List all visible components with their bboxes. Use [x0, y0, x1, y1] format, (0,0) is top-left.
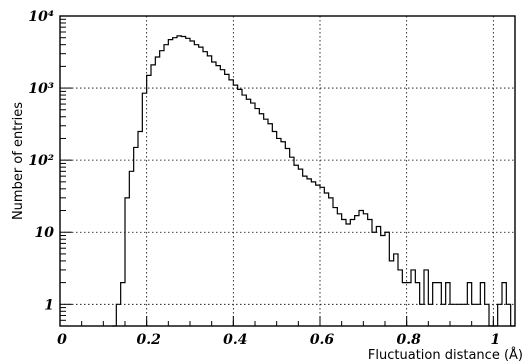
x-tick-label: 0.2: [136, 332, 161, 348]
x-tick-label: 1: [490, 332, 500, 348]
x-axis-title: Fluctuation distance (Å): [368, 347, 523, 362]
x-tick-label: 0.6: [310, 332, 335, 348]
histogram-series: [112, 35, 515, 327]
tick-labels: 0 0.2 0.4 0.6 0.8 1 1 10 10² 10³ 10⁴: [28, 9, 500, 348]
y-tick-label: 10: [35, 225, 55, 241]
y-tick-label: 10²: [28, 153, 54, 169]
y-axis-title: Number of entries: [11, 102, 26, 220]
x-tick-label: 0.8: [396, 332, 421, 348]
x-tick-label: 0: [57, 332, 67, 348]
grid-lines: [60, 16, 515, 326]
plot-frame: [59, 15, 516, 327]
y-tick-label: 10³: [28, 81, 54, 97]
x-tick-label: 0.4: [223, 332, 247, 348]
y-tick-label: 10⁴: [28, 9, 54, 25]
axis-ticks: [59, 15, 494, 326]
y-tick-label: 1: [44, 297, 54, 313]
